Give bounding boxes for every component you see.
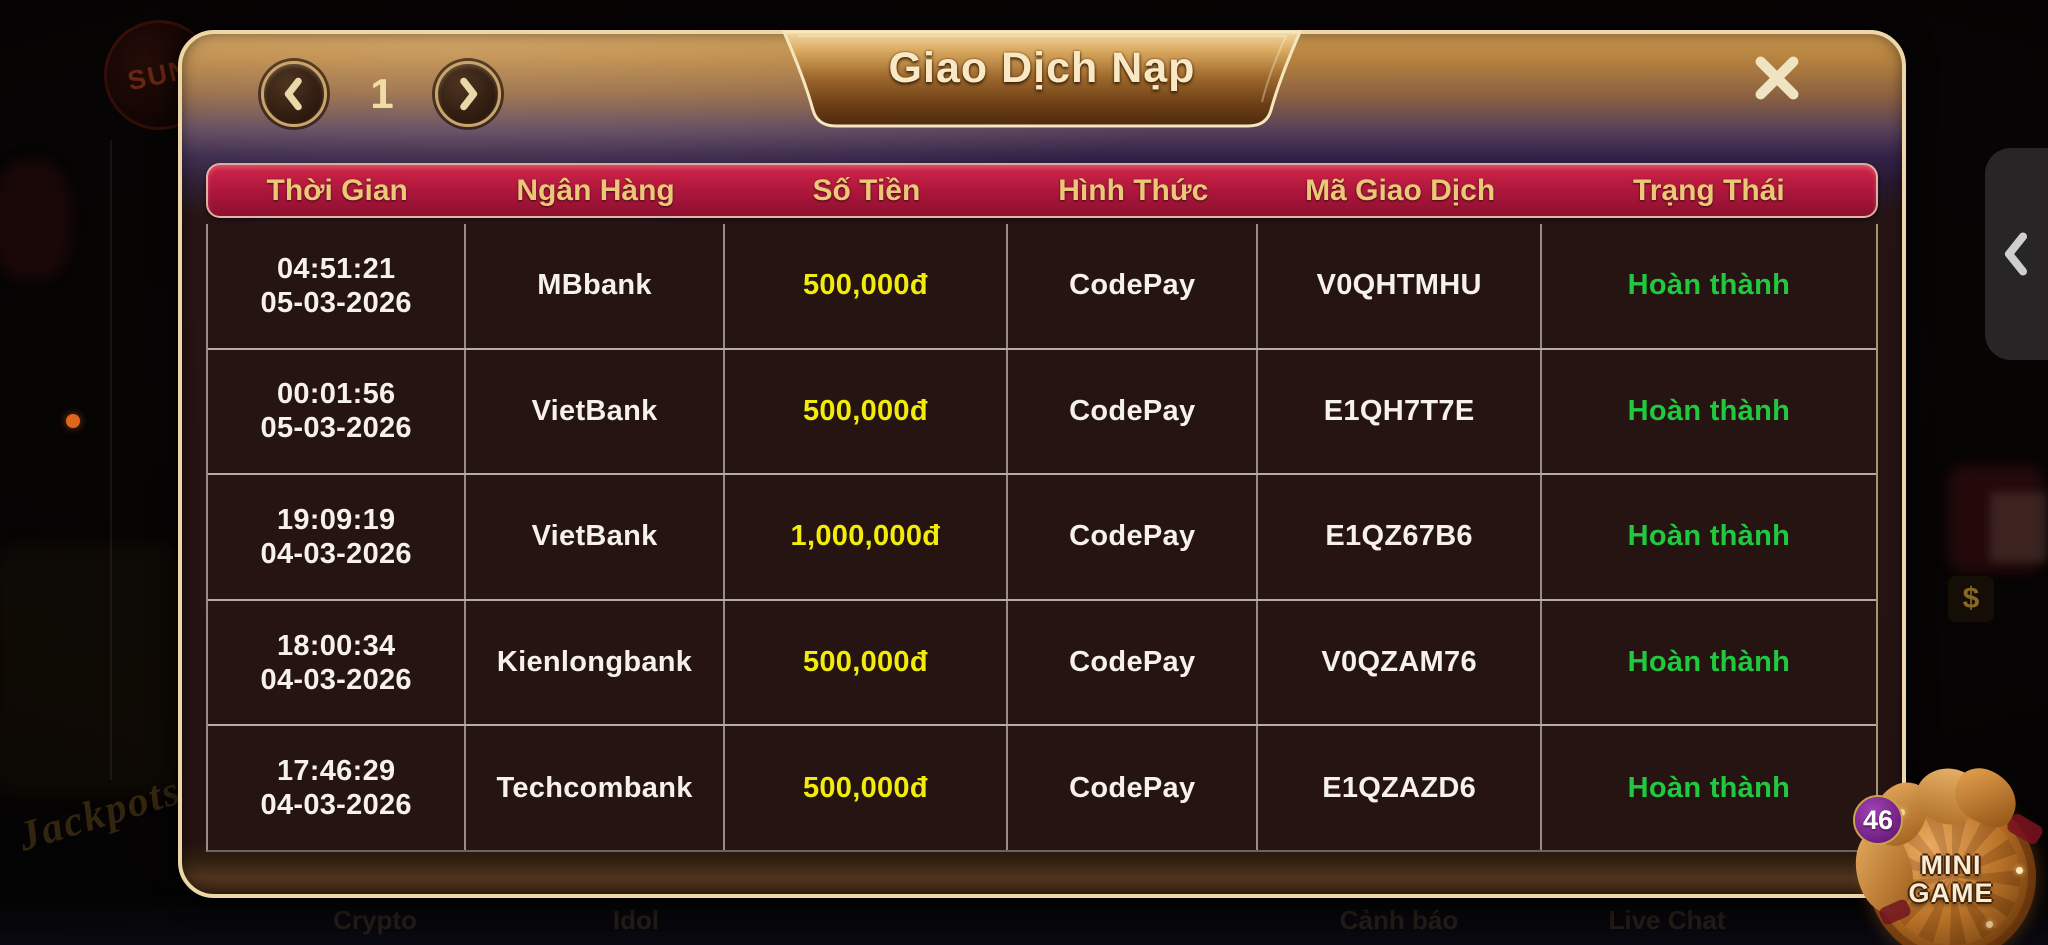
background-banner-remnant [1990,492,2048,562]
cell-method: CodePay [1008,600,1259,725]
sparkle [1986,921,1993,928]
lobby-nav-item: Crypto [333,905,417,935]
close-button[interactable] [1745,46,1809,110]
column-header: Số Tiền [812,173,921,207]
cell-status: Hoàn thành [1627,394,1791,427]
cell-bank: Kienlongbank [466,600,725,725]
cell-code: V0QHTMHU [1258,224,1542,348]
lobby-nav-item: Live Chat [1608,905,1726,935]
prev-page-button[interactable] [261,61,327,127]
cell-code: E1QZ67B6 [1258,475,1542,599]
table-row: 00:01:56 05-03-2026 VietBank 500,000đ Co… [208,349,1876,476]
lobby-nav-item: Idol [612,905,660,935]
cell-amount: 500,000đ [725,349,1009,474]
sparkle [2016,867,2023,874]
transaction-table-body: 04:51:21 05-03-2026 MBbank 500,000đ Code… [206,224,1878,852]
modal-title-banner: Giao Dịch Nạp [774,30,1310,128]
cell-method: CodePay [1008,475,1259,599]
cell-amount: 500,000đ [725,600,1009,725]
background-decoration [0,160,72,280]
column-header: Ngân Hàng [516,173,675,207]
close-icon [1755,56,1799,100]
cell-bank: Techcombank [466,726,725,850]
cell-code: V0QZAM76 [1258,600,1542,725]
jackpots-label: Jackpots [12,767,187,861]
table-row: 17:46:29 04-03-2026 Techcombank 500,000đ… [208,726,1876,850]
background-banner-remnant [1948,465,2044,573]
next-page-button[interactable] [435,61,501,127]
modal-title: Giao Dịch Nạp [888,44,1196,92]
table-row: 18:00:34 04-03-2026 Kienlongbank 500,000… [208,600,1876,727]
table-row: 04:51:21 05-03-2026 MBbank 500,000đ Code… [208,224,1876,350]
cell-amount: 500,000đ [725,224,1009,348]
cell-status: Hoàn thành [1627,646,1791,679]
page-number: 1 [370,70,394,117]
cell-bank: MBbank [466,224,725,348]
lobby-nav-item: Cảnh báo [1339,905,1459,935]
jackpot-machine-silhouette [0,545,190,795]
chevron-left-icon [284,77,302,111]
cell-time: 04:51:21 05-03-2026 [208,224,467,348]
deposit-transactions-modal: 1 Giao Dịch Nạp [178,30,1906,898]
table-header-row: Thời Gian Ngân Hàng Số Tiền Hình Thức Mã Gia… [206,163,1878,218]
background-panel-edge [110,140,112,780]
title-banner-plaque [781,30,1303,128]
cell-status: Hoàn thành [1627,520,1791,553]
column-header: Trạng Thái [1633,173,1785,207]
cell-status: Hoàn thành [1627,771,1791,804]
table-row: 19:09:19 04-03-2026 VietBank 1,000,000đ … [208,475,1876,601]
cell-amount: 500,000đ [725,726,1009,850]
chevron-right-icon [460,77,478,111]
lobby-bottom-nav: Crypto Idol Cảnh báo Live Chat [0,905,2048,939]
cell-bank: VietBank [466,349,725,474]
cell-bank: VietBank [466,475,725,599]
cell-status: Hoàn thành [1627,269,1791,302]
cell-amount: 1,000,000đ [725,475,1009,599]
column-header: Thời Gian [266,173,408,207]
cell-time: 00:01:56 05-03-2026 [208,349,467,474]
cell-time: 18:00:34 04-03-2026 [208,600,467,725]
cell-method: CodePay [1008,349,1259,474]
cell-method: CodePay [1008,726,1259,850]
column-header: Hình Thức [1058,173,1209,207]
notification-dot [66,414,80,428]
mini-game-label: MINI GAME [1908,850,1994,908]
cell-code: E1QH7T7E [1258,349,1542,474]
side-drawer-handle[interactable] [1985,148,2048,360]
cell-time: 19:09:19 04-03-2026 [208,475,467,599]
cell-code: E1QZAZD6 [1258,726,1542,850]
coin-icon: $ [1948,576,1994,622]
chevron-left-icon [2004,232,2028,276]
column-header: Mã Giao Dịch [1305,173,1496,207]
cell-method: CodePay [1008,224,1259,348]
notification-count-badge: 46 [1853,795,1903,845]
mini-game-button[interactable]: MINI GAME [1842,753,2048,945]
cell-time: 17:46:29 04-03-2026 [208,726,467,850]
